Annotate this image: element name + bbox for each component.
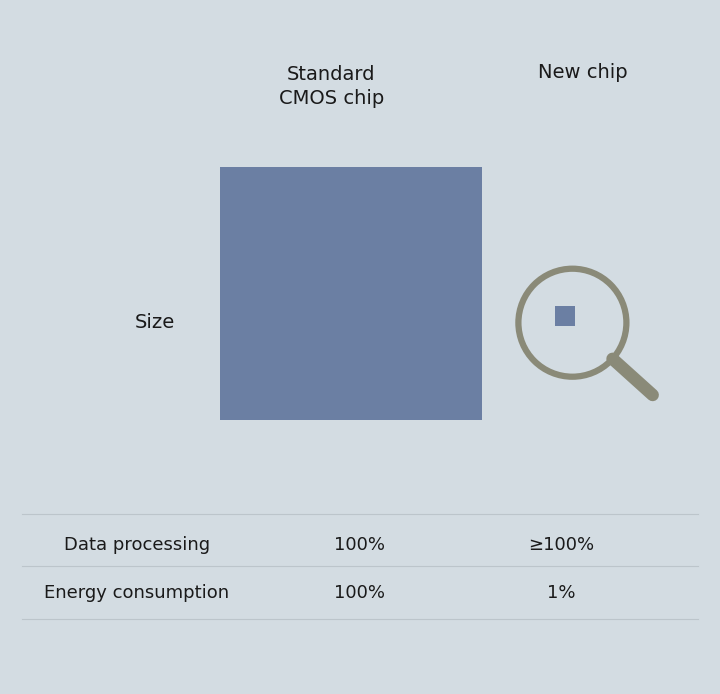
Text: Size: Size <box>135 313 175 332</box>
Text: Data processing: Data processing <box>64 536 210 554</box>
Text: ≥100%: ≥100% <box>528 536 595 554</box>
Text: 100%: 100% <box>335 536 385 554</box>
Bar <box>220 167 482 420</box>
Text: Standard
CMOS chip: Standard CMOS chip <box>279 65 384 108</box>
Text: New chip: New chip <box>539 63 628 83</box>
Text: 100%: 100% <box>335 584 385 602</box>
Text: Energy consumption: Energy consumption <box>44 584 230 602</box>
Bar <box>555 305 575 326</box>
Text: 1%: 1% <box>547 584 576 602</box>
